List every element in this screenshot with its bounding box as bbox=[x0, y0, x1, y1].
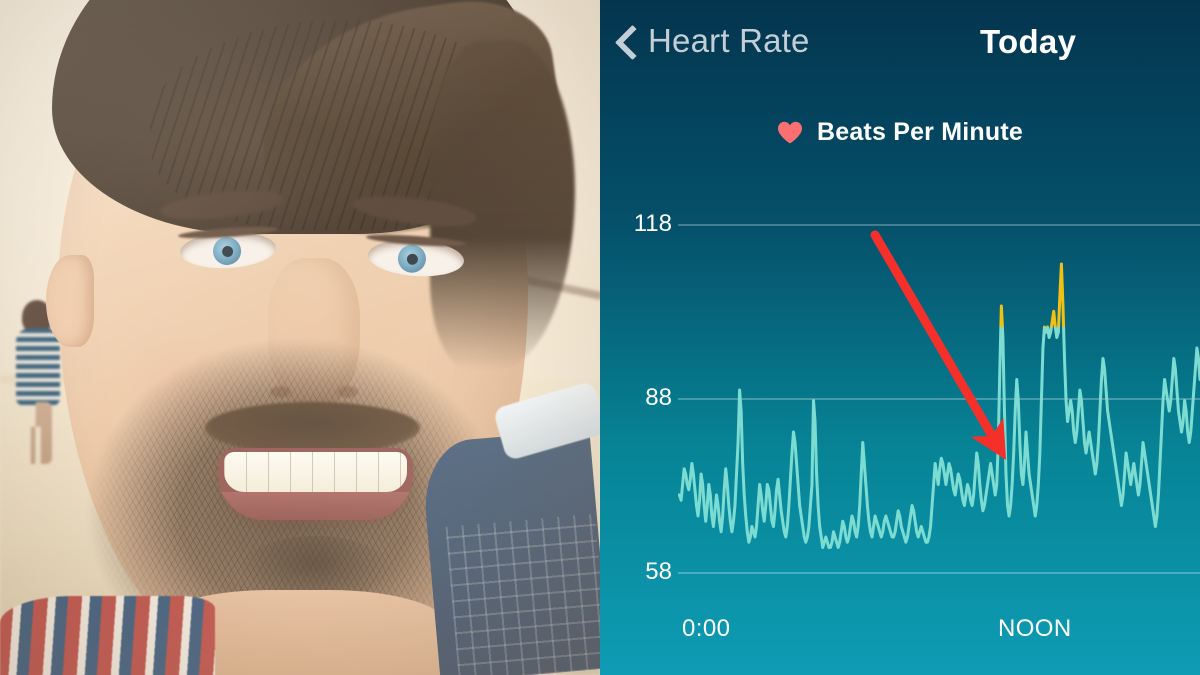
beach-selfie-photo bbox=[0, 0, 600, 675]
x-axis: 0:00 NOON bbox=[600, 615, 1200, 659]
page-title: Today bbox=[980, 23, 1077, 60]
bg-person-legs bbox=[24, 402, 52, 464]
back-button[interactable]: Heart Rate bbox=[616, 22, 810, 60]
subject-pupil-left bbox=[221, 245, 234, 258]
heart-rate-series bbox=[678, 262, 1200, 549]
heart-rate-chart[interactable]: 118 88 58 bbox=[600, 180, 1200, 600]
subject-lower-lip bbox=[218, 492, 413, 520]
subject-iris-right bbox=[396, 243, 427, 274]
heart-rate-line-normal bbox=[678, 327, 1200, 549]
x-axis-label-noon: NOON bbox=[998, 615, 1072, 642]
subject-iris-left bbox=[212, 236, 242, 266]
gridline-58 bbox=[678, 572, 1200, 574]
gridline-118 bbox=[678, 224, 1200, 226]
background-person-striped-dress bbox=[8, 300, 68, 470]
y-axis-label-88: 88 bbox=[645, 384, 672, 411]
heart-icon bbox=[777, 121, 803, 145]
subject-teeth-gaps bbox=[224, 452, 407, 492]
subject-shirt bbox=[0, 596, 215, 675]
subject-mouth bbox=[218, 448, 413, 520]
bg-person-dress bbox=[16, 328, 60, 406]
subject-pupil-right bbox=[406, 253, 419, 266]
subject-moustache bbox=[205, 402, 420, 454]
x-axis-label-start: 0:00 bbox=[682, 615, 731, 642]
chevron-left-icon bbox=[616, 24, 638, 58]
subject-ear bbox=[46, 255, 94, 347]
chart-legend: Beats Per Minute bbox=[600, 118, 1200, 147]
legend-label: Beats Per Minute bbox=[816, 118, 1024, 146]
y-axis-label-58: 58 bbox=[645, 558, 672, 585]
y-axis-label-118: 118 bbox=[633, 210, 672, 237]
subject-strap-plaid-pattern bbox=[445, 513, 600, 675]
back-button-label: Heart Rate bbox=[648, 22, 810, 59]
heart-rate-app-screen: Heart Rate Today Beats Per Minute 118 88… bbox=[600, 0, 1200, 675]
app-header: Heart Rate Today bbox=[600, 0, 1200, 105]
